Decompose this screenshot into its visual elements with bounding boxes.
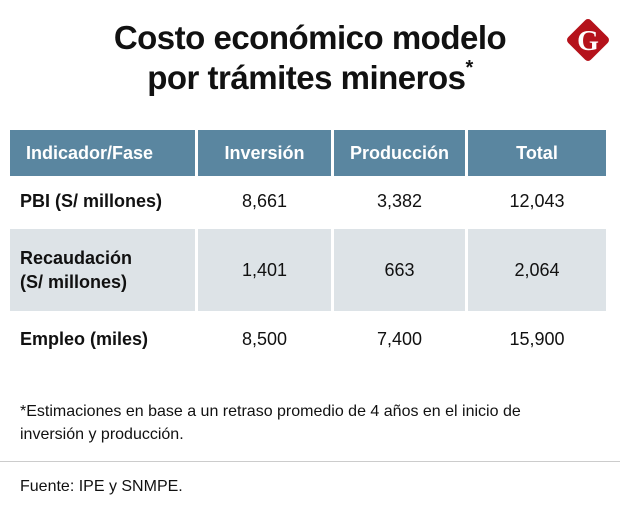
table-row: Empleo (miles) 8,500 7,400 15,900	[10, 311, 606, 367]
table-cell: 663	[334, 229, 465, 311]
table-cell: 8,500	[241, 328, 288, 349]
divider	[0, 461, 620, 462]
table-row: PBI (S/ millones) 8,661 3,382 12,043	[10, 176, 606, 227]
table-cell: 3,382	[376, 191, 423, 211]
header-cell: Producción	[334, 130, 465, 176]
header-cell: Inversión	[198, 130, 331, 176]
source-note: Fuente: IPE y SNMPE.	[20, 478, 183, 495]
table-row: Recaudación (S/ millones) 1,401 663 2,064	[10, 229, 606, 311]
row-label: PBI (S/ millones)	[20, 191, 163, 211]
row-label: Empleo (miles)	[20, 328, 149, 349]
data-table: Indicador/Fase Inversión Producción Tota…	[10, 130, 606, 367]
table-cell: 12,043	[509, 191, 565, 211]
table-cell: 1,401	[198, 229, 331, 311]
title-asterisk: *	[465, 57, 473, 79]
title-line-2: por trámites mineros	[147, 59, 466, 96]
row-label-line: Recaudación	[20, 248, 133, 268]
header-cell: Total	[468, 130, 606, 176]
gestion-logo-icon: G	[567, 19, 609, 61]
infographic-title: Costo económico modelo por trámites mine…	[60, 18, 560, 98]
table-header: Indicador/Fase Inversión Producción Tota…	[10, 130, 606, 176]
svg-text:G: G	[577, 26, 599, 57]
table-cell: 7,400	[376, 328, 423, 349]
header-cell: Indicador/Fase	[10, 130, 195, 176]
row-label: Recaudación (S/ millones)	[10, 229, 195, 311]
table-cell: 2,064	[468, 229, 606, 311]
table-cell: 15,900	[509, 328, 565, 349]
row-label-line: (S/ millones)	[20, 272, 128, 292]
footnote: *Estimaciones en base a un retraso prome…	[20, 403, 521, 443]
title-line-1: Costo económico modelo	[113, 19, 507, 56]
table-cell: 8,661	[241, 191, 288, 211]
